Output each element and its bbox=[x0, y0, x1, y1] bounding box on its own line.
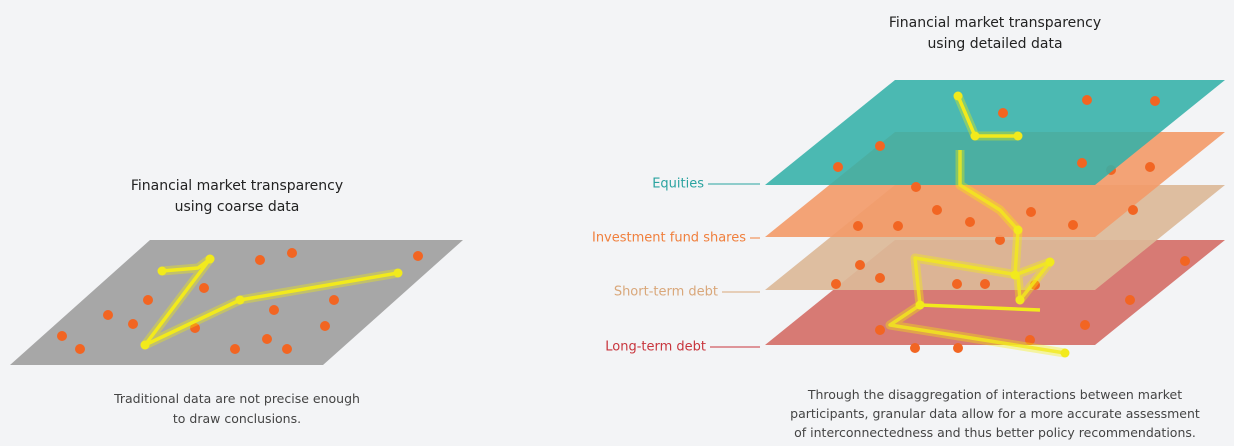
connections bbox=[885, 91, 1070, 358]
right-title: Financial market transparency bbox=[889, 15, 1101, 31]
left-title: Financial market transparency bbox=[131, 178, 343, 194]
connections bbox=[140, 254, 403, 350]
left-caption: Traditional data are not precise enough bbox=[113, 391, 360, 406]
left-caption: to draw conclusions. bbox=[173, 411, 301, 426]
right-caption: Through the disaggregation of interactio… bbox=[807, 387, 1182, 402]
dots bbox=[853, 162, 1155, 231]
dots bbox=[875, 295, 1135, 353]
layer-label: Equities bbox=[652, 177, 704, 192]
layer-equities bbox=[765, 80, 1225, 185]
layer-label: Investment fund shares bbox=[592, 231, 746, 246]
right-caption: of interconnectedness and thus better po… bbox=[794, 425, 1196, 440]
layer-label: Short-term debt bbox=[614, 285, 718, 300]
dots bbox=[57, 248, 423, 354]
layer-labels: Equities Investment fund shares Short-te… bbox=[592, 177, 760, 355]
right-title: using detailed data bbox=[927, 36, 1062, 52]
left-title: using coarse data bbox=[175, 199, 300, 215]
dots bbox=[831, 235, 1190, 290]
dots bbox=[833, 95, 1160, 192]
right-caption: participants, granular data allow for a … bbox=[790, 406, 1200, 421]
layer-label: Long-term debt bbox=[605, 340, 706, 355]
